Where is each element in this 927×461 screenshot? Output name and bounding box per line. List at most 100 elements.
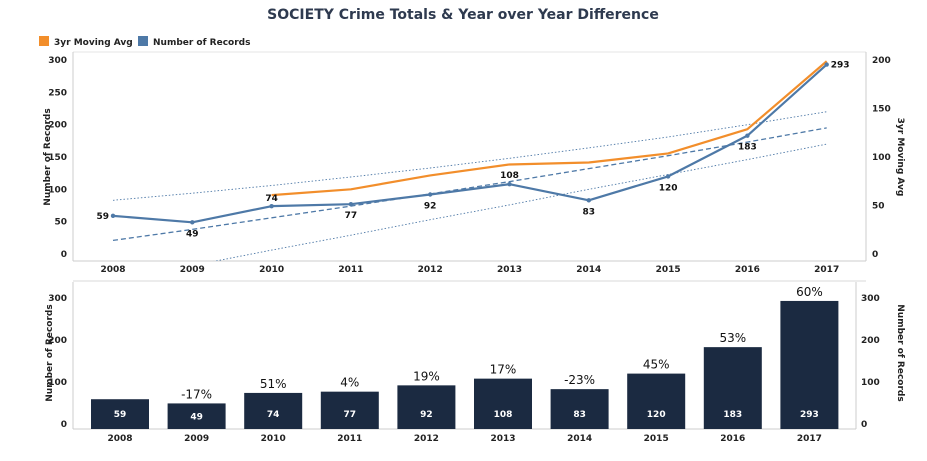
bar-value-label: 120 [647, 410, 666, 420]
line-y-tick-left: 250 [48, 88, 67, 98]
records-data-label: 59 [96, 212, 109, 222]
bar-x-tick: 2010 [261, 434, 286, 444]
bar-value-label: 83 [573, 410, 586, 420]
records-point [824, 62, 829, 67]
records-data-label: 49 [186, 229, 199, 239]
records-data-label: 183 [738, 143, 757, 153]
legend-label-moving-avg: 3yr Moving Avg [54, 38, 133, 48]
bar-pct-label: -17% [181, 387, 212, 401]
bar-value-label: 77 [344, 410, 357, 420]
bar-left-axis-title: Number of Records [45, 304, 55, 401]
line-y-tick-left: 150 [48, 153, 67, 163]
bar [780, 300, 839, 429]
bar-pct-label: 53% [719, 331, 746, 345]
bar-x-tick: 2013 [490, 434, 515, 444]
line-y-tick-right: 50 [872, 202, 885, 212]
bar [397, 385, 456, 429]
bar-x-tick: 2011 [337, 434, 362, 444]
line-y-tick-right: 100 [872, 153, 891, 163]
records-data-label: 108 [500, 171, 519, 181]
records-point [745, 133, 750, 138]
bar-y-tick-left: 100 [48, 378, 67, 388]
bar-x-tick: 2012 [414, 434, 439, 444]
bar-pct-label: -23% [564, 373, 595, 387]
records-point [190, 220, 195, 225]
bar-value-label: 92 [420, 410, 433, 420]
records-data-label: 83 [583, 207, 596, 217]
bar-y-tick-right: 0 [861, 420, 867, 430]
bar [320, 391, 379, 429]
bar-value-label: 293 [800, 410, 819, 420]
bar-x-tick: 2015 [644, 434, 669, 444]
bar-y-tick-right: 300 [861, 294, 880, 304]
bar-pct-label: 4% [340, 376, 359, 390]
legend: 3yr Moving Avg Number of Records [39, 36, 250, 48]
bar [91, 399, 149, 429]
records-data-label: 92 [424, 202, 437, 212]
chart-title: SOCIETY Crime Totals & Year over Year Di… [267, 7, 659, 23]
legend-swatch-records [138, 36, 148, 46]
bar-value-label: 59 [114, 410, 127, 420]
records-data-label: 293 [831, 61, 850, 71]
bar-y-tick-right: 100 [861, 378, 880, 388]
trend-line [112, 127, 827, 242]
bar-x-tick: 2016 [720, 434, 745, 444]
records-point [110, 213, 116, 219]
legend-label-records: Number of Records [153, 38, 250, 48]
legend-swatch-moving-avg [39, 36, 49, 46]
bar-pct-label: 19% [413, 369, 440, 383]
bar-pct-label: 17% [490, 363, 517, 377]
records-point [507, 181, 512, 187]
bar-chart-panel: Number of Records Number of Records 0 100… [45, 282, 905, 444]
line-x-tick: 2013 [497, 265, 522, 275]
bar-x-tick: 2017 [797, 434, 822, 444]
line-left-axis-title: Number of Records [43, 108, 53, 205]
trend-lower-band [213, 143, 827, 261]
bar-value-label: 108 [494, 410, 513, 420]
bar [703, 347, 762, 429]
bar-value-label: 74 [267, 410, 280, 420]
line-y-tick-left: 300 [48, 56, 67, 66]
trend-upper-band [112, 111, 827, 201]
line-y-tick-left: 100 [48, 185, 67, 195]
bar [474, 378, 532, 429]
bar-x-tick: 2008 [107, 434, 132, 444]
line-y-tick-right: 150 [872, 105, 891, 115]
records-point [428, 192, 433, 197]
records-point [665, 174, 671, 179]
line-y-tick-left: 0 [61, 250, 67, 260]
line-y-tick-left: 200 [48, 121, 67, 131]
line-x-tick: 2016 [735, 265, 760, 275]
bar [244, 392, 303, 429]
line-x-tick: 2011 [338, 265, 363, 275]
line-x-tick: 2015 [656, 265, 681, 275]
line-x-tick: 2017 [814, 265, 839, 275]
bar-y-tick-left: 0 [61, 420, 67, 430]
records-point [269, 203, 274, 209]
bar [627, 373, 686, 429]
line-y-tick-left: 50 [54, 218, 67, 228]
line-x-tick: 2008 [100, 265, 125, 275]
bar-y-tick-left: 300 [48, 294, 67, 304]
line-right-axis-title: 3yr Moving Avg [895, 118, 905, 197]
records-line [112, 63, 828, 224]
line-x-tick: 2010 [259, 265, 284, 275]
line-y-tick-right: 200 [872, 56, 891, 66]
records-point [586, 198, 591, 203]
records-data-label: 77 [345, 211, 358, 221]
line-chart-panel: Number of Records 3yr Moving Avg 0 50 100 1… [43, 51, 905, 275]
bar-pct-label: 51% [260, 377, 287, 391]
line-x-tick: 2009 [180, 265, 205, 275]
bar-y-tick-left: 200 [48, 336, 67, 346]
records-data-label: 74 [265, 194, 278, 204]
line-x-tick: 2012 [418, 265, 443, 275]
line-y-tick-right: 0 [872, 250, 878, 260]
records-point [348, 202, 354, 207]
bar [550, 389, 609, 429]
bar-pct-label: 45% [643, 358, 670, 372]
line-x-tick: 2014 [576, 265, 601, 275]
bar-value-label: 49 [190, 412, 203, 422]
bar-x-tick: 2009 [184, 434, 209, 444]
bar-pct-label: 60% [796, 285, 823, 299]
